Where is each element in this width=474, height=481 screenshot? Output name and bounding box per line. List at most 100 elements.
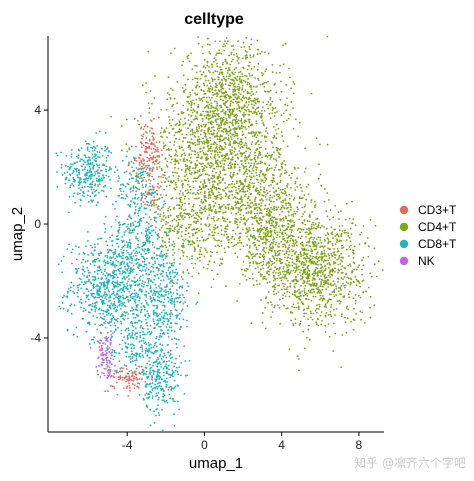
point-cd8t: [88, 311, 91, 314]
point-cd8t: [105, 170, 108, 173]
point-cd4t: [252, 169, 255, 172]
point-cd8t: [144, 281, 146, 284]
point-cd8t: [151, 244, 154, 246]
point-cd4t: [228, 75, 231, 78]
point-cd8t: [177, 338, 180, 341]
point-cd8t: [137, 196, 140, 199]
point-cd4t: [204, 79, 207, 82]
point-cd4t: [241, 75, 244, 78]
point-cd8t: [154, 290, 156, 293]
point-cd4t: [233, 244, 236, 247]
point-cd4t: [202, 151, 205, 154]
point-cd8t: [143, 207, 146, 210]
point-cd4t: [253, 131, 256, 134]
point-cd8t: [122, 245, 125, 248]
point-cd8t: [121, 273, 124, 275]
point-cd8t: [104, 255, 107, 257]
point-cd8t: [105, 295, 107, 298]
point-cd8t: [102, 273, 105, 276]
point-cd4t: [255, 122, 258, 125]
point-cd4t: [238, 87, 241, 90]
point-cd8t: [132, 317, 135, 319]
point-cd4t: [170, 124, 173, 127]
point-cd8t: [72, 284, 75, 287]
point-cd4t: [283, 224, 285, 227]
point-cd4t: [185, 133, 188, 136]
point-cd4t: [217, 217, 220, 220]
point-cd4t: [268, 90, 270, 93]
point-cd4t: [213, 167, 216, 170]
point-cd4t: [255, 149, 258, 152]
point-cd8t: [134, 205, 137, 208]
point-cd4t: [263, 188, 266, 191]
point-cd8t: [129, 242, 132, 245]
point-cd8t: [156, 257, 159, 260]
point-cd8t: [146, 234, 149, 237]
point-cd4t: [246, 68, 249, 71]
point-cd8t: [109, 257, 111, 259]
point-cd4t: [281, 188, 284, 191]
point-cd4t: [205, 159, 208, 162]
point-cd4t: [232, 173, 235, 176]
point-cd4t: [239, 80, 242, 83]
point-cd8t: [93, 264, 96, 267]
point-cd4t: [198, 85, 201, 88]
point-cd4t: [174, 228, 176, 230]
point-cd4t: [213, 110, 216, 112]
point-cd4t: [194, 231, 197, 234]
point-cd4t: [226, 186, 229, 189]
point-cd4t: [217, 78, 220, 81]
point-cd8t: [87, 239, 89, 242]
point-cd4t: [230, 53, 233, 55]
point-cd4t: [261, 112, 263, 115]
point-cd8t: [138, 353, 141, 356]
point-cd4t: [156, 198, 159, 201]
point-cd4t: [171, 105, 174, 107]
point-cd8t: [99, 281, 101, 284]
point-cd8t: [136, 279, 139, 282]
point-cd8t: [134, 281, 136, 284]
point-cd4t: [238, 56, 240, 59]
point-cd4t: [263, 82, 266, 84]
point-cd8t: [109, 299, 112, 302]
point-cd8t: [134, 301, 137, 304]
point-cd8t: [145, 294, 148, 297]
point-cd8t: [114, 208, 116, 210]
point-cd8t: [156, 315, 159, 318]
point-cd8t: [99, 169, 102, 172]
point-cd4t: [162, 219, 165, 221]
point-cd8t: [136, 232, 139, 235]
point-cd4t: [216, 70, 219, 73]
point-cd4t: [170, 148, 173, 151]
point-cd4t: [130, 232, 133, 234]
point-cd8t: [124, 197, 127, 200]
point-cd4t: [250, 131, 253, 134]
point-cd4t: [247, 118, 250, 121]
point-cd4t: [190, 138, 193, 141]
point-cd8t: [163, 265, 165, 268]
point-cd8t: [172, 375, 174, 378]
point-cd8t: [121, 270, 124, 272]
point-cd4t: [263, 162, 266, 165]
point-cd4t: [242, 125, 245, 128]
point-cd8t: [159, 363, 162, 366]
point-cd8t: [143, 250, 146, 253]
point-cd4t: [256, 221, 259, 224]
point-cd4t: [176, 155, 179, 157]
point-cd4t: [167, 76, 170, 79]
point-cd8t: [157, 290, 159, 293]
point-cd4t: [248, 154, 251, 157]
point-cd8t: [186, 319, 188, 322]
point-cd4t: [297, 135, 300, 138]
point-cd4t: [207, 197, 210, 200]
point-cd4t: [273, 169, 276, 171]
point-cd8t: [178, 366, 181, 368]
point-cd4t: [134, 157, 137, 160]
point-cd4t: [245, 175, 248, 178]
point-cd4t: [216, 143, 218, 146]
point-cd8t: [117, 317, 119, 320]
point-cd4t: [205, 123, 208, 126]
point-cd8t: [167, 388, 170, 391]
point-cd8t: [136, 332, 139, 335]
point-cd4t: [224, 195, 227, 198]
